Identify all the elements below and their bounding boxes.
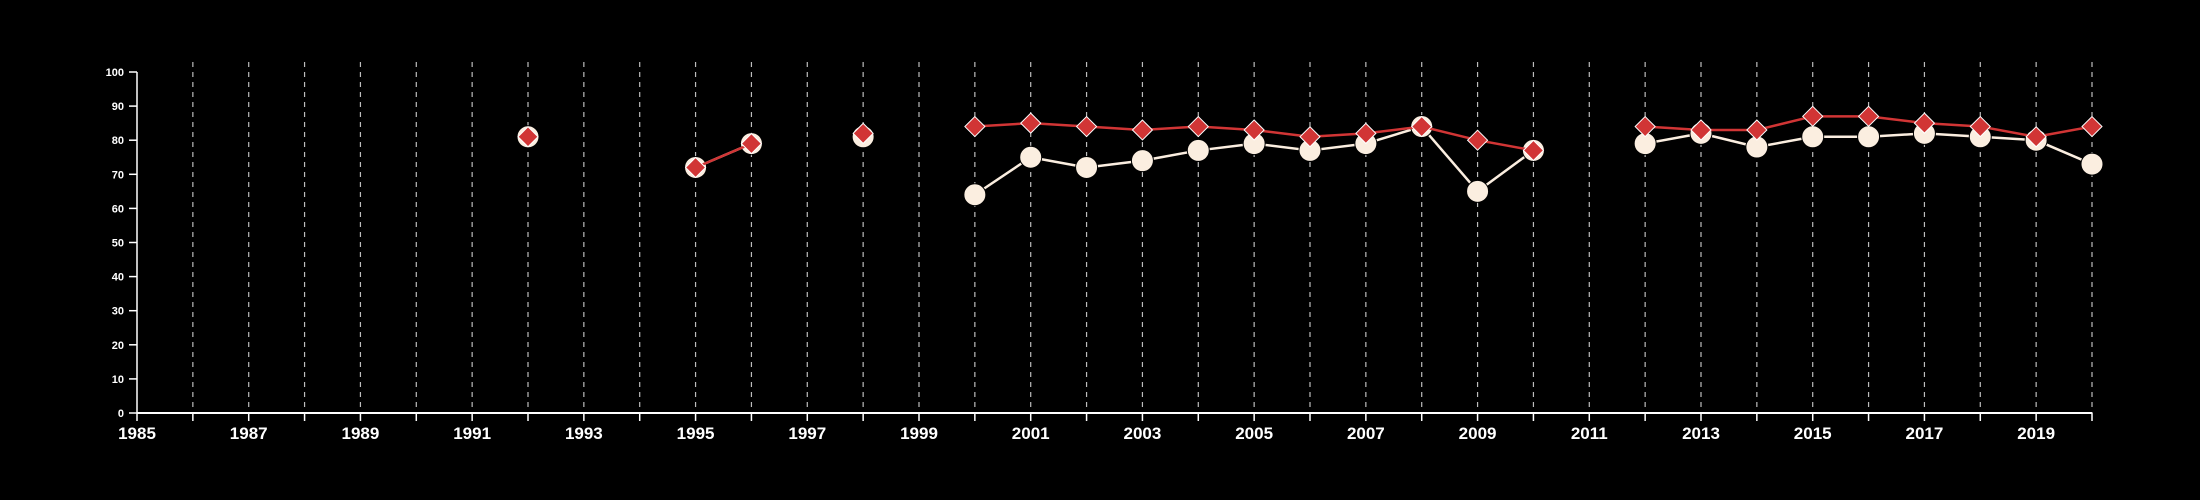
series-2-point	[740, 132, 763, 155]
series-2-point	[1466, 129, 1489, 151]
y-tick-label: 10	[112, 374, 124, 386]
series-2-point	[1131, 119, 1154, 141]
grid-lines	[192, 62, 2093, 413]
y-tick-label: 20	[112, 340, 124, 352]
series-1-point	[1857, 125, 1881, 149]
series-layer	[516, 105, 2104, 207]
series-2-segment	[1980, 125, 2037, 139]
x-tick-label: 1987	[230, 424, 268, 443]
x-tick-label: 2019	[2017, 424, 2055, 443]
x-tick-label: 2011	[1571, 424, 1608, 443]
x-tick-label: 1991	[453, 424, 491, 443]
series-2-point	[1243, 119, 1265, 141]
axes: 1985 1987 1989 1991 1993 1995 1997 1999 2001 2003…	[106, 67, 2093, 443]
x-tick-label: 2015	[1794, 424, 1832, 443]
series-2-segment	[1421, 125, 1478, 142]
series-1-point	[1130, 149, 1154, 173]
x-tick-label: 1989	[342, 424, 380, 443]
series-1-segment	[1476, 149, 1535, 193]
x-tick-label: 1995	[677, 424, 715, 443]
x-tick-label: 2005	[1235, 424, 1273, 443]
series-1-segment	[1420, 125, 1479, 193]
y-tick-label: 0	[118, 408, 124, 420]
series-2-point	[2081, 115, 2103, 138]
series-2-segment	[1477, 138, 1534, 152]
series-2-point	[2025, 126, 2047, 148]
series-2-point	[1299, 126, 1321, 148]
series-1-point	[963, 183, 987, 207]
series-2-segment	[1756, 115, 1814, 132]
y-tick-label: 30	[112, 306, 124, 318]
y-tick-label: 40	[112, 272, 124, 284]
series-2-point	[684, 156, 707, 179]
y-tick-label: 70	[112, 169, 124, 181]
series-2-point	[1913, 112, 1936, 134]
series-1-point	[1186, 138, 1210, 162]
series-2-segment	[2035, 125, 2093, 139]
series-1-point	[1466, 179, 1490, 203]
series-2-point	[1020, 112, 1042, 134]
series-2-point	[1355, 122, 1377, 145]
series-2-point	[517, 126, 539, 148]
series-2-point	[1969, 115, 1991, 138]
series-2-point	[1522, 139, 1545, 162]
y-tick-label: 80	[112, 135, 124, 147]
series-2-point	[1411, 115, 1433, 138]
y-tick-label: 100	[106, 67, 124, 79]
series-1-point	[2080, 152, 2104, 176]
x-tick-label: 1985	[118, 424, 156, 443]
y-tick-label: 60	[112, 203, 124, 215]
x-tick-label: 2001	[1012, 424, 1050, 443]
series-2-point	[852, 122, 874, 145]
series-1-point	[1801, 125, 1825, 149]
series-2-point	[1802, 105, 1824, 128]
series-2-segment	[695, 142, 752, 169]
series-2-point	[1075, 115, 1098, 138]
series-2	[517, 105, 2103, 179]
x-tick-label: 2007	[1347, 424, 1385, 443]
series-2-point	[1857, 105, 1880, 128]
series-1-point	[1075, 155, 1099, 179]
series-2-point	[1187, 115, 1209, 138]
series-2-point	[1690, 119, 1712, 141]
series-2-point	[1634, 115, 1656, 138]
x-tick-label: 2009	[1459, 424, 1497, 443]
series-1-point	[1019, 145, 1043, 169]
y-tick-label: 50	[112, 238, 124, 250]
x-tick-label: 1997	[788, 424, 826, 443]
y-tick-label: 90	[112, 101, 124, 113]
x-tick-label: 2017	[1906, 424, 1944, 443]
series-2-point	[964, 115, 986, 138]
x-tick-label: 1999	[900, 424, 938, 443]
series-2-point	[1746, 119, 1768, 141]
x-tick-label: 1993	[565, 424, 603, 443]
x-tick-label: 2013	[1682, 424, 1720, 443]
x-tick-label: 2003	[1124, 424, 1162, 443]
